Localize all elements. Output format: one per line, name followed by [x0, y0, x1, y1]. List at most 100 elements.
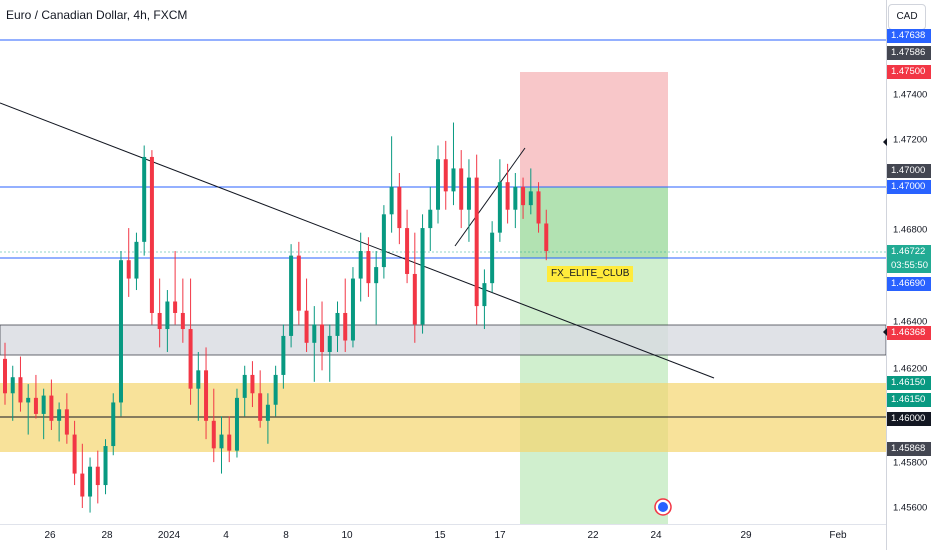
candle-body	[18, 377, 23, 403]
candle-body	[358, 251, 363, 279]
candle-body	[497, 182, 502, 233]
gray-zone	[0, 324, 886, 356]
tag-zone-green-2: 1.46150	[887, 393, 931, 407]
candle-body	[320, 324, 325, 352]
time-tick-label: 17	[494, 530, 506, 541]
candle-body	[389, 186, 394, 215]
price-tick-label: 1.45800	[893, 457, 928, 469]
candle-body	[3, 358, 7, 394]
tag-upper-line: 1.47638	[887, 29, 931, 43]
candle-body	[304, 310, 309, 343]
candle-body	[482, 283, 487, 307]
candle-body	[118, 260, 123, 403]
time-tick-label: 2024	[157, 530, 181, 541]
candle-body	[327, 335, 332, 352]
candle-body	[80, 473, 85, 497]
candle-body	[420, 228, 425, 325]
candle-body	[428, 209, 433, 229]
candle-body	[466, 177, 471, 210]
price-tick-label: 1.47200	[893, 134, 928, 146]
candle-body	[64, 409, 69, 435]
time-tick-label: 22	[587, 530, 599, 541]
candle-body	[149, 156, 154, 313]
time-tick-label: 29	[740, 530, 752, 541]
time-tick-label: 24	[650, 530, 662, 541]
tag-zone-green-1: 1.46150	[887, 376, 931, 390]
chart-pane[interactable]: Euro / Canadian Dollar, 4h, FXCM FX_ELIT…	[0, 0, 886, 524]
time-axis[interactable]	[0, 524, 886, 551]
time-tick-label: 28	[101, 530, 113, 541]
candle-body	[366, 251, 371, 284]
time-tick-label: 4	[223, 530, 229, 541]
candle-body	[258, 393, 263, 421]
tag-zone-red: 1.46368	[887, 326, 931, 340]
tag-black-line: 1.46000	[887, 412, 931, 426]
price-tick-label: 1.47400	[893, 89, 928, 101]
candle-body	[219, 434, 224, 449]
candle-body	[95, 466, 100, 486]
candle-body	[33, 397, 38, 414]
candle-body	[521, 186, 526, 206]
candle-body	[350, 278, 355, 341]
candle-body	[134, 241, 139, 279]
profit-fill-zone	[520, 186, 668, 258]
candle-body	[451, 168, 456, 192]
candle-body	[273, 374, 278, 405]
candle-body	[250, 374, 255, 394]
price-tick-label: 1.46400	[893, 316, 928, 328]
candle-body	[126, 260, 131, 279]
currency-button[interactable]: CAD	[888, 4, 926, 30]
candle-body	[173, 301, 178, 313]
scale-arrow-icon-2	[883, 328, 887, 336]
candle-body	[459, 168, 464, 210]
candle-body	[196, 370, 201, 389]
watermark-label: FX_ELITE_CLUB	[547, 266, 634, 282]
candle-body	[242, 374, 247, 398]
candle-body	[227, 434, 232, 451]
trend-line	[0, 102, 715, 379]
tag-countdown: 03:55:50	[887, 259, 931, 273]
candle-body	[142, 156, 147, 242]
candle-body	[505, 182, 510, 210]
candle-body	[296, 255, 301, 311]
tag-current-price: 1.46722	[887, 245, 931, 259]
symbol-title: Euro / Canadian Dollar, 4h, FXCM	[6, 8, 188, 22]
candle-body	[180, 312, 185, 330]
candle-body	[536, 191, 541, 224]
candle-body	[49, 395, 54, 421]
candle-body	[72, 434, 77, 474]
price-tick-label: 1.46200	[893, 363, 928, 375]
tag-gray-1: 1.47586	[887, 46, 931, 60]
candle-body	[513, 186, 518, 210]
candle-body	[57, 409, 62, 421]
candle-body	[103, 446, 108, 486]
candle-body	[490, 232, 495, 284]
tag-entry-line: 1.47000	[887, 180, 931, 194]
candle-body	[443, 159, 448, 192]
stop-loss-zone	[520, 72, 668, 187]
candle-body	[528, 191, 533, 206]
time-tick-label: Feb	[829, 530, 847, 541]
candle-body	[234, 397, 239, 451]
scale-arrow-icon	[883, 138, 887, 146]
candle-body	[343, 312, 348, 341]
price-tick-label: 1.46800	[893, 224, 928, 236]
time-tick-label: 15	[434, 530, 446, 541]
candle-body	[405, 228, 410, 274]
price-scale[interactable]	[886, 0, 932, 550]
candle-body	[436, 159, 441, 210]
tag-lower-line: 1.46690	[887, 277, 931, 291]
time-tick-label: 26	[44, 530, 56, 541]
candle-body	[88, 466, 93, 497]
candle-body	[381, 214, 386, 268]
candle-body	[204, 370, 209, 421]
chart-canvas[interactable]	[0, 0, 886, 524]
candle-body	[312, 324, 317, 343]
time-tick-label: 10	[341, 530, 353, 541]
candle-body	[281, 335, 286, 375]
price-tick-label: 1.45600	[893, 502, 928, 514]
candle-body	[26, 397, 31, 403]
candle-body	[211, 420, 216, 449]
candle-body	[289, 255, 294, 336]
candle-body	[544, 223, 549, 252]
